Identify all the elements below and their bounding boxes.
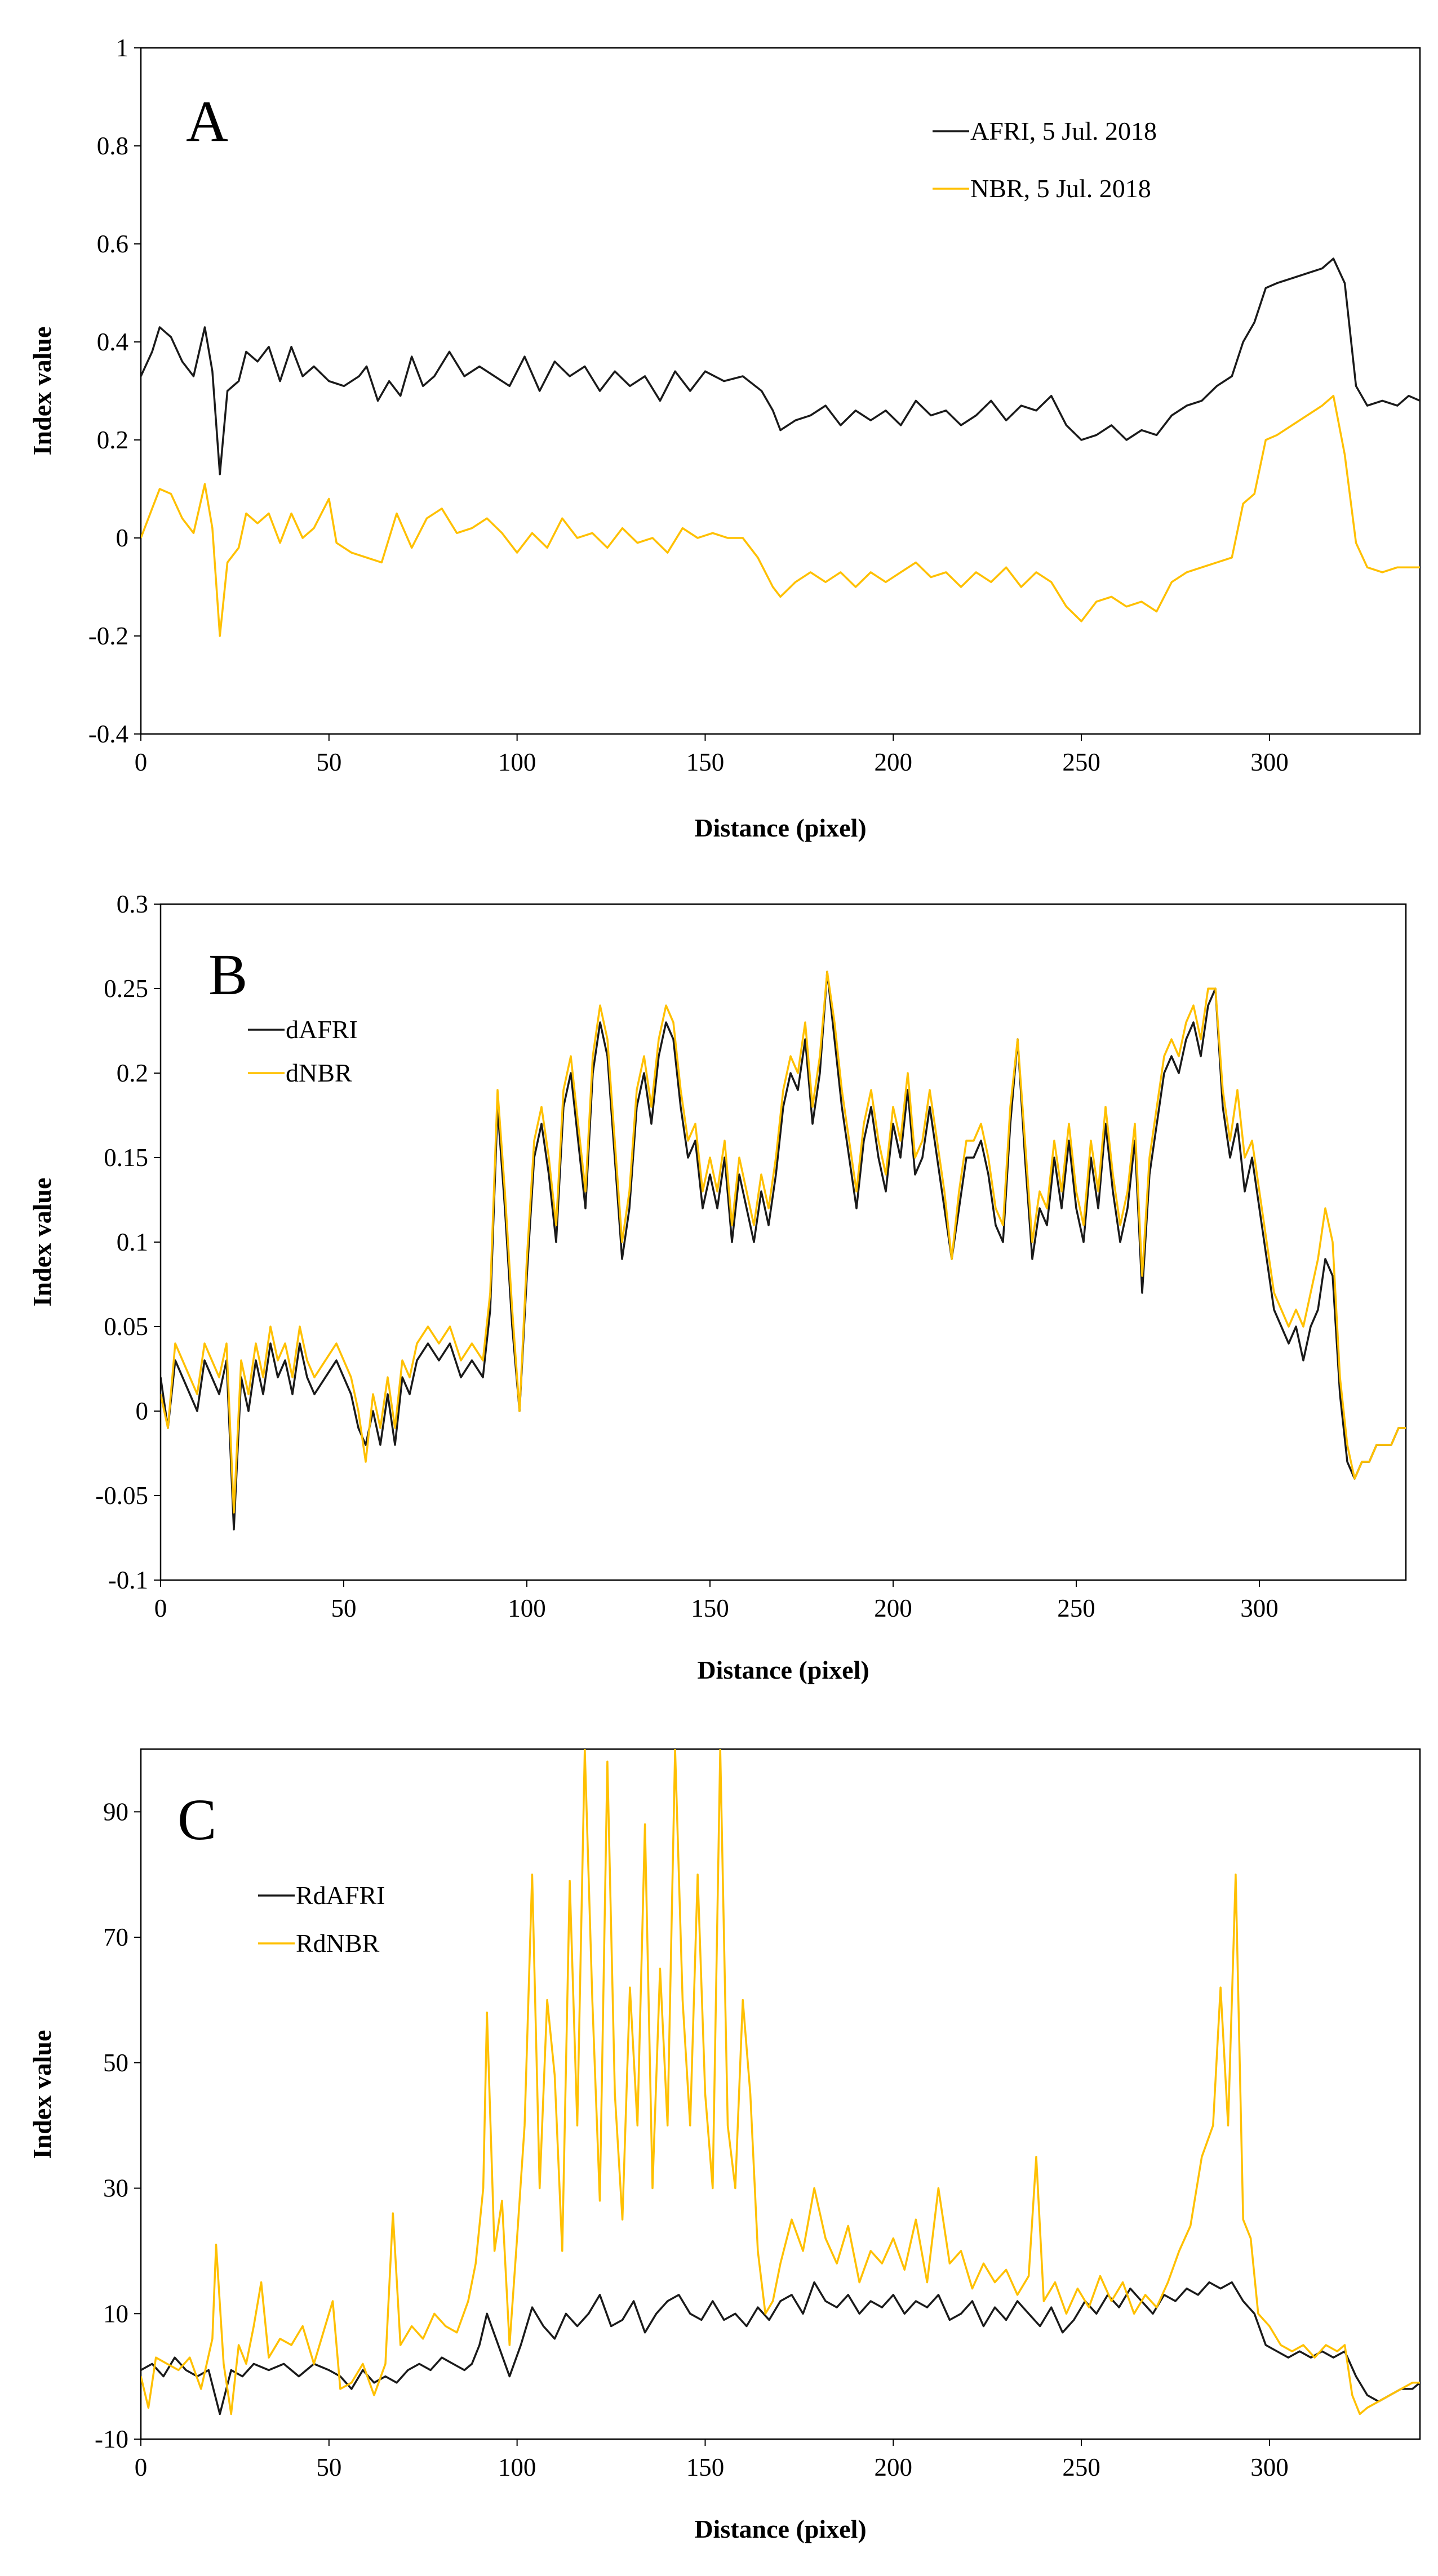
legend-label-rdnbr: RdNBR <box>296 1929 380 1957</box>
x-tick-label: 300 <box>1240 1594 1279 1622</box>
y-tick-label: 0.3 <box>117 890 148 918</box>
panel-letter-a: A <box>186 89 228 154</box>
series-line-rdnbr <box>141 1749 1420 2415</box>
y-tick-label: 30 <box>103 2174 128 2203</box>
series-lines-b <box>161 971 1406 1531</box>
y-tick-label: 70 <box>103 1923 128 1951</box>
axis-ticks-b: 0 50 100 150 200 250 300 -0.1 -0.05 0 0.05 0.1 0.15 0… <box>95 890 1279 1622</box>
plot-frame-c <box>140 1748 1421 2440</box>
axis-ticks-c: 0 50 100 150 200 250 300 -10 10 30 50 70 90 <box>95 1798 1289 2481</box>
x-tick-label: 50 <box>316 748 341 776</box>
y-tick-label: 0 <box>116 524 129 552</box>
y-tick-label: 0.05 <box>104 1313 148 1341</box>
series-line-dnbr <box>161 971 1406 1514</box>
x-tick-label: 300 <box>1250 748 1289 776</box>
y-tick-label: 1 <box>116 34 129 62</box>
y-axis-label-a: Index value <box>28 327 56 456</box>
x-tick-label: 100 <box>498 748 536 776</box>
legend-label-rdafri: RdAFRI <box>296 1881 385 1910</box>
y-axis-label-c: Index value <box>28 2030 56 2159</box>
series-line-dafri <box>161 971 1406 1531</box>
x-tick-label: 50 <box>331 1594 357 1622</box>
x-tick-label: 250 <box>1062 2453 1100 2481</box>
x-axis-label-c: Distance (pixel) <box>694 2515 866 2543</box>
y-tick-label: 10 <box>103 2299 128 2328</box>
series-lines-c <box>141 1749 1420 2415</box>
legend-a: AFRI, 5 Jul. 2018 NBR, 5 Jul. 2018 <box>933 117 1157 203</box>
y-tick-label: 0.25 <box>104 975 148 1003</box>
axis-ticks-a: 0 50 100 150 200 250 300 -0.4 -0.2 0 0.2 0.4 0.6 0.8 1 <box>88 34 1289 776</box>
y-tick-label: 0.15 <box>104 1144 148 1172</box>
series-line-afri <box>141 257 1420 475</box>
series-line-nbr <box>141 394 1420 637</box>
y-tick-label: 0.8 <box>97 132 128 160</box>
legend-label-dafri: dAFRI <box>286 1015 358 1044</box>
panel-letter-b: B <box>208 942 247 1007</box>
y-tick-label: -0.1 <box>108 1566 148 1594</box>
y-tick-label: -0.2 <box>88 622 128 650</box>
y-tick-label: 90 <box>103 1798 128 1826</box>
y-tick-label: 0.4 <box>97 328 128 356</box>
legend-b: dAFRI dNBR <box>248 1015 358 1087</box>
x-tick-label: 250 <box>1057 1594 1095 1622</box>
x-tick-label: 0 <box>135 748 148 776</box>
plot-frame-b <box>159 903 1407 1581</box>
y-tick-label: -0.4 <box>88 720 128 748</box>
y-tick-label: 0 <box>136 1397 149 1425</box>
x-tick-label: 300 <box>1250 2453 1289 2481</box>
legend-label-dnbr: dNBR <box>286 1058 352 1087</box>
x-tick-label: 50 <box>316 2453 341 2481</box>
y-tick-label: 0.2 <box>117 1059 148 1087</box>
legend-label-nbr: NBR, 5 Jul. 2018 <box>970 174 1151 203</box>
x-tick-label: 100 <box>508 1594 546 1622</box>
x-tick-label: 200 <box>875 748 913 776</box>
x-axis-label-b: Distance (pixel) <box>697 1656 869 1684</box>
panel-c: 0 50 100 150 200 250 300 -10 10 30 50 70 90 C RdAFRI… <box>28 1748 1421 2543</box>
plot-frame-a <box>140 47 1421 735</box>
x-tick-label: 0 <box>135 2453 148 2481</box>
y-tick-label: 50 <box>103 2049 128 2077</box>
legend-label-afri: AFRI, 5 Jul. 2018 <box>970 117 1157 145</box>
x-tick-label: 200 <box>875 2453 913 2481</box>
x-tick-label: 250 <box>1062 748 1100 776</box>
x-tick-label: 200 <box>874 1594 912 1622</box>
x-tick-label: 150 <box>691 1594 729 1622</box>
y-tick-label: -0.05 <box>95 1481 148 1510</box>
x-axis-label-a: Distance (pixel) <box>694 813 866 842</box>
series-lines-a <box>141 257 1420 637</box>
x-tick-label: 150 <box>686 748 725 776</box>
x-tick-label: 0 <box>154 1594 167 1622</box>
legend-c: RdAFRI RdNBR <box>258 1881 385 1957</box>
panel-b: 0 50 100 150 200 250 300 -0.1 -0.05 0 0.05 0.1 0.15 0… <box>28 890 1407 1684</box>
y-tick-label: -10 <box>95 2425 128 2453</box>
panel-a: 0 50 100 150 200 250 300 -0.4 -0.2 0 0.2 0.4 0.6 0.8 1… <box>28 34 1421 842</box>
y-tick-label: 0.6 <box>97 230 128 258</box>
y-tick-label: 0.1 <box>117 1228 148 1256</box>
x-tick-label: 150 <box>686 2453 725 2481</box>
y-axis-label-b: Index value <box>28 1178 56 1307</box>
series-line-rdafri <box>141 2281 1420 2415</box>
y-tick-label: 0.2 <box>97 426 128 454</box>
panel-letter-c: C <box>177 1787 216 1852</box>
x-tick-label: 100 <box>498 2453 536 2481</box>
